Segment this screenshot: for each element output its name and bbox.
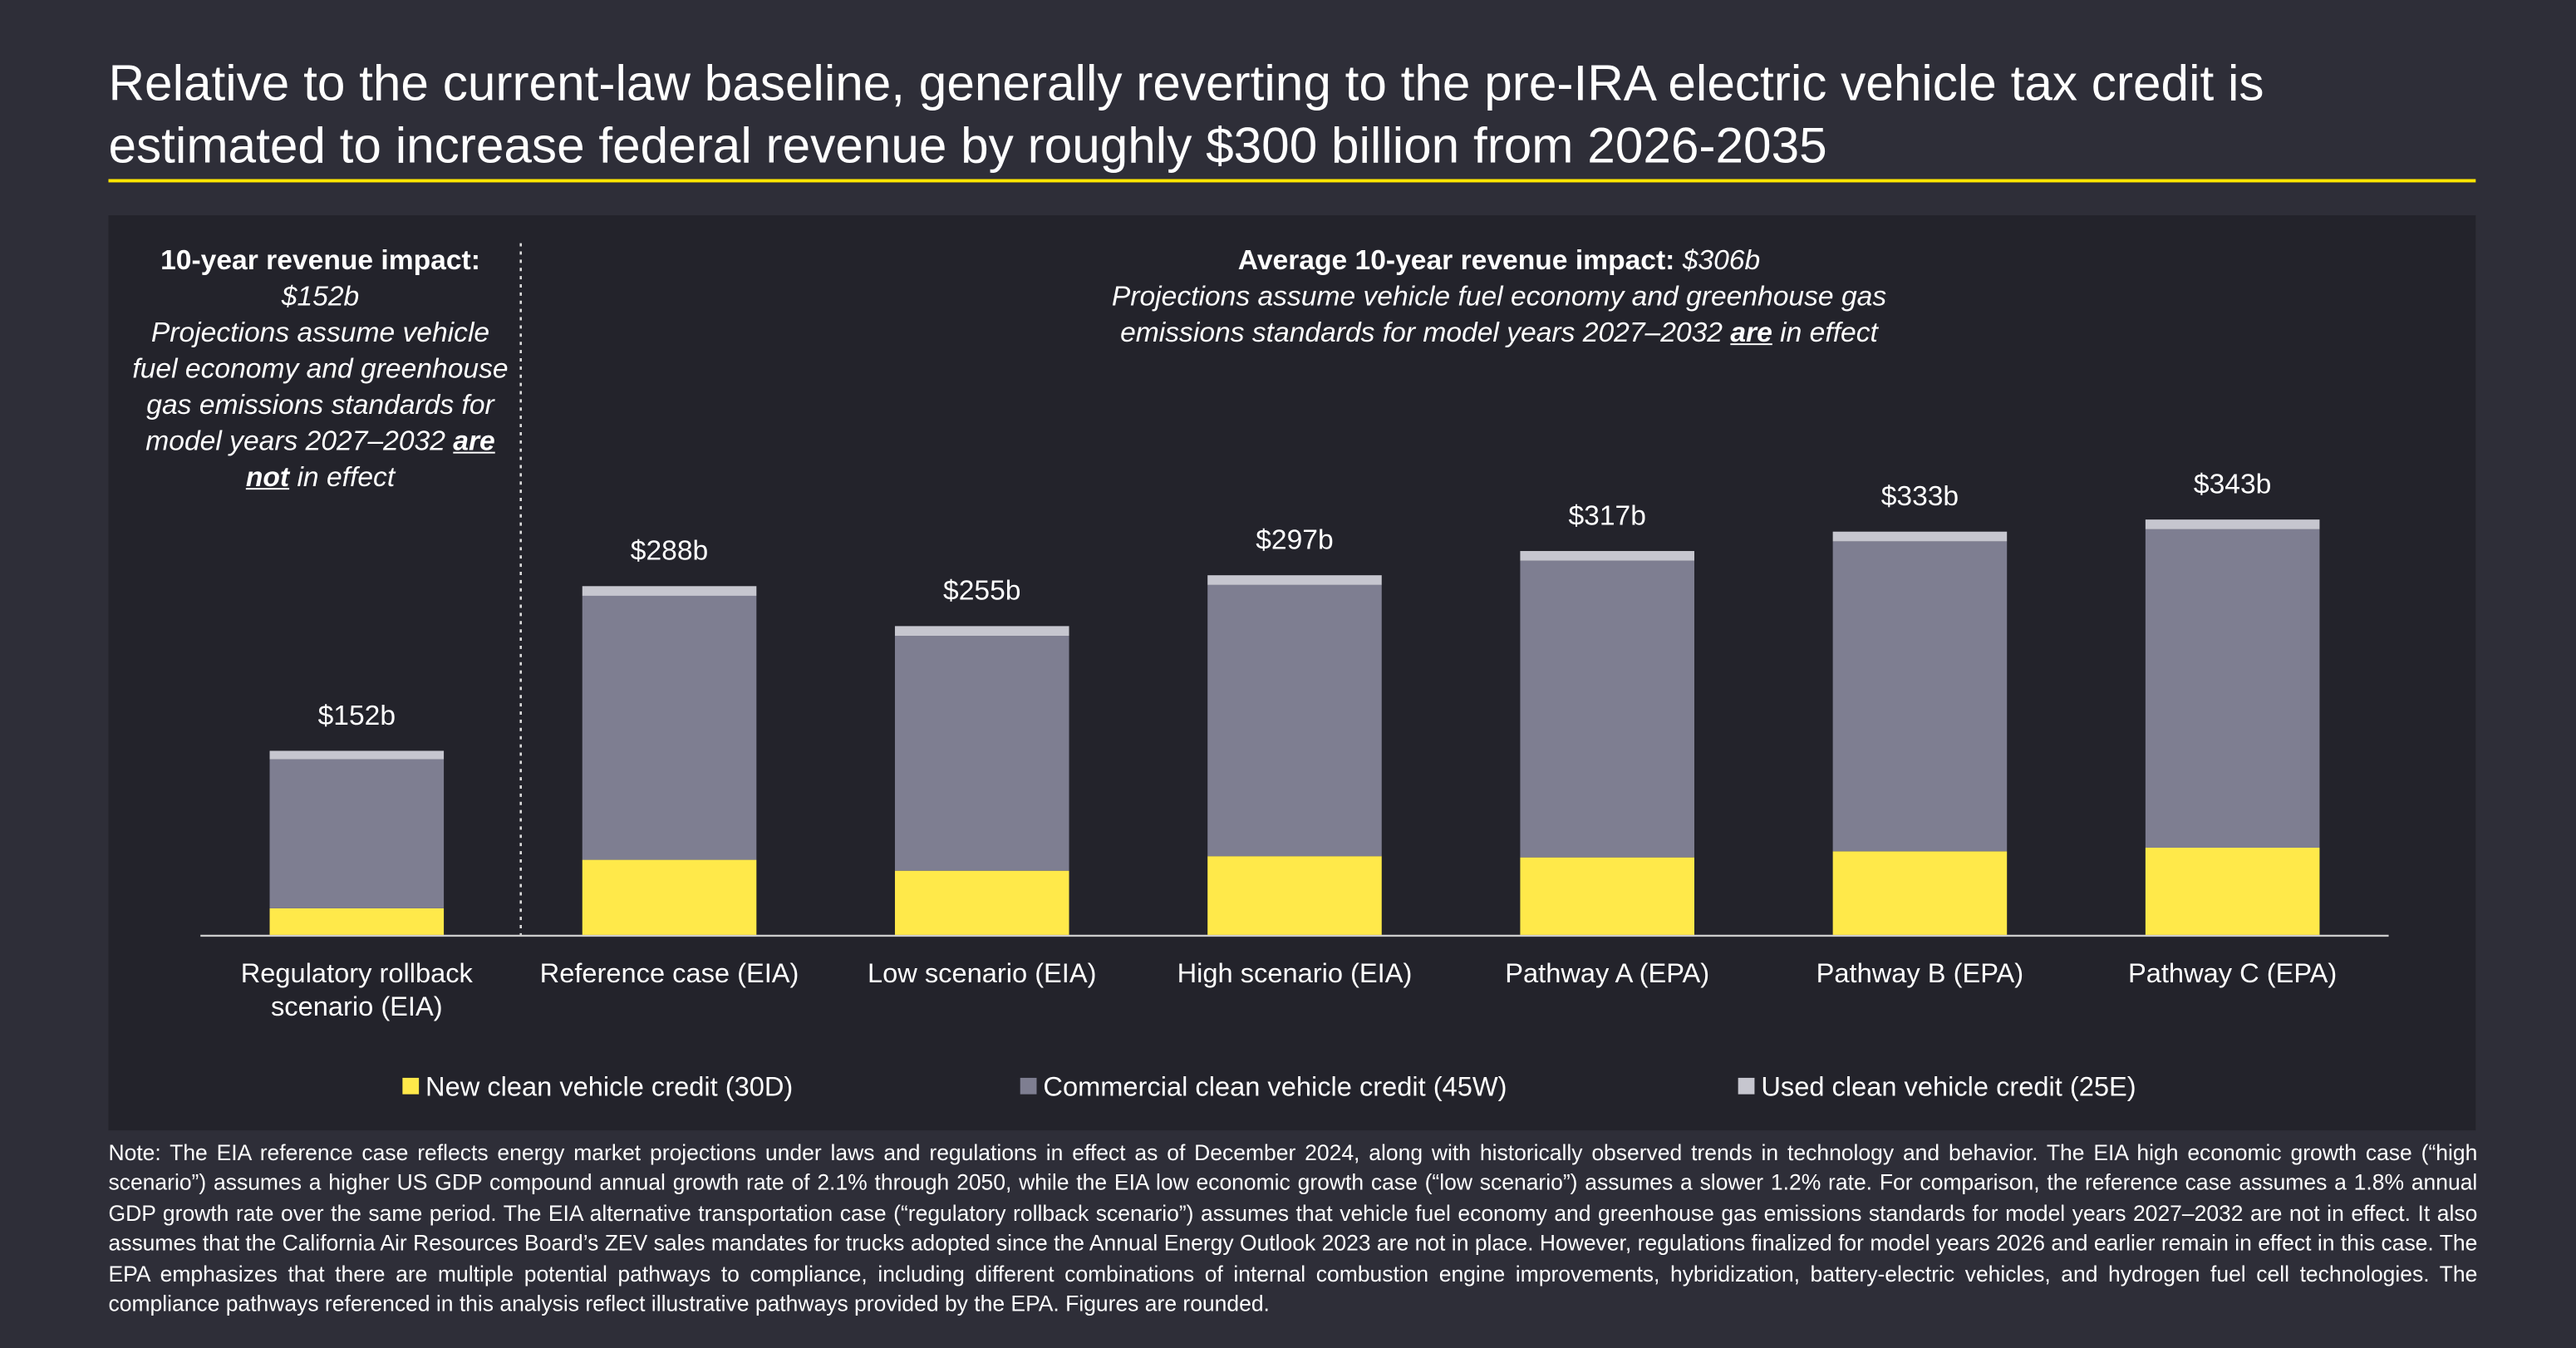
bar-segment bbox=[2145, 519, 2320, 529]
bar-segment bbox=[1832, 851, 2008, 935]
annotation-text: in effect bbox=[1780, 317, 1878, 349]
legend-swatch bbox=[1020, 1077, 1037, 1095]
x-tick-label: Pathway A (EPA) bbox=[1505, 957, 1709, 988]
legend-label: New clean vehicle credit (30D) bbox=[425, 1071, 793, 1102]
bar-segment bbox=[582, 859, 757, 935]
bar-segment bbox=[269, 908, 445, 935]
bar-segment bbox=[894, 870, 1069, 935]
right-annotation: Average 10-year revenue impact: $306b Pr… bbox=[1051, 244, 1946, 352]
total-label: $255b bbox=[943, 576, 1020, 607]
annotation-text: in effect bbox=[297, 461, 396, 494]
bar-segment bbox=[894, 626, 1069, 637]
title-rule bbox=[108, 179, 2476, 183]
x-tick-label: High scenario (EIA) bbox=[1177, 957, 1413, 988]
total-label: $297b bbox=[1256, 525, 1333, 556]
bar-segment bbox=[1832, 541, 2008, 852]
title: Relative to the current-law baseline, ge… bbox=[108, 56, 2264, 175]
x-tick-label: Regulatory rollback scenario (EIA) bbox=[241, 957, 474, 1021]
annotation-text: Projections assume vehicle fuel economy … bbox=[132, 317, 509, 457]
annotation-value: $152b bbox=[281, 281, 360, 312]
x-tick-label: Reference case (EIA) bbox=[540, 957, 799, 988]
annotation-heading: Average 10-year revenue impact: bbox=[1237, 244, 1675, 277]
note: Note: The EIA reference case reflects en… bbox=[108, 1140, 2478, 1316]
annotation-value: $306b bbox=[1682, 244, 1761, 277]
legend-label: Used clean vehicle credit (25E) bbox=[1761, 1071, 2136, 1102]
total-label: $152b bbox=[318, 701, 396, 731]
bar-segment bbox=[1520, 857, 1694, 935]
bar-segment bbox=[894, 636, 1069, 871]
bar-segment bbox=[582, 586, 757, 596]
annotation-emphasis: are bbox=[1730, 317, 1772, 349]
total-label: $333b bbox=[1881, 481, 1959, 512]
total-label: $343b bbox=[2194, 470, 2271, 500]
bar-segment bbox=[1520, 551, 1694, 561]
bar-segment bbox=[269, 750, 445, 760]
bar-segment bbox=[1207, 856, 1382, 935]
annotation-heading: 10-year revenue impact: bbox=[160, 244, 480, 277]
bar-segment bbox=[1832, 531, 2008, 542]
bar-segment bbox=[582, 595, 757, 860]
annotation-text: Projections assume vehicle fuel economy … bbox=[1111, 281, 1887, 349]
total-label: $288b bbox=[631, 536, 708, 567]
bar-segment bbox=[2145, 848, 2320, 935]
legend-label: Commercial clean vehicle credit (45W) bbox=[1043, 1071, 1507, 1102]
bar-segment bbox=[1207, 575, 1382, 585]
x-tick-label: Pathway B (EPA) bbox=[1816, 957, 2024, 988]
legend-swatch bbox=[402, 1077, 420, 1095]
left-annotation: 10-year revenue impact: $152b Projection… bbox=[131, 244, 509, 496]
bar-segment bbox=[1520, 560, 1694, 858]
bar-segment bbox=[269, 759, 445, 908]
total-label: $317b bbox=[1568, 500, 1645, 531]
bar-segment bbox=[1207, 584, 1382, 857]
bar-segment bbox=[2145, 529, 2320, 849]
legend-swatch bbox=[1738, 1077, 1755, 1095]
annotation-emphasis: are not bbox=[245, 426, 495, 494]
x-tick-label: Low scenario (EIA) bbox=[868, 957, 1096, 988]
chart: $152b Regulatory rollback scenario (EIA) $2… bbox=[200, 243, 2389, 1102]
x-tick-label: Pathway C (EPA) bbox=[2128, 957, 2337, 988]
